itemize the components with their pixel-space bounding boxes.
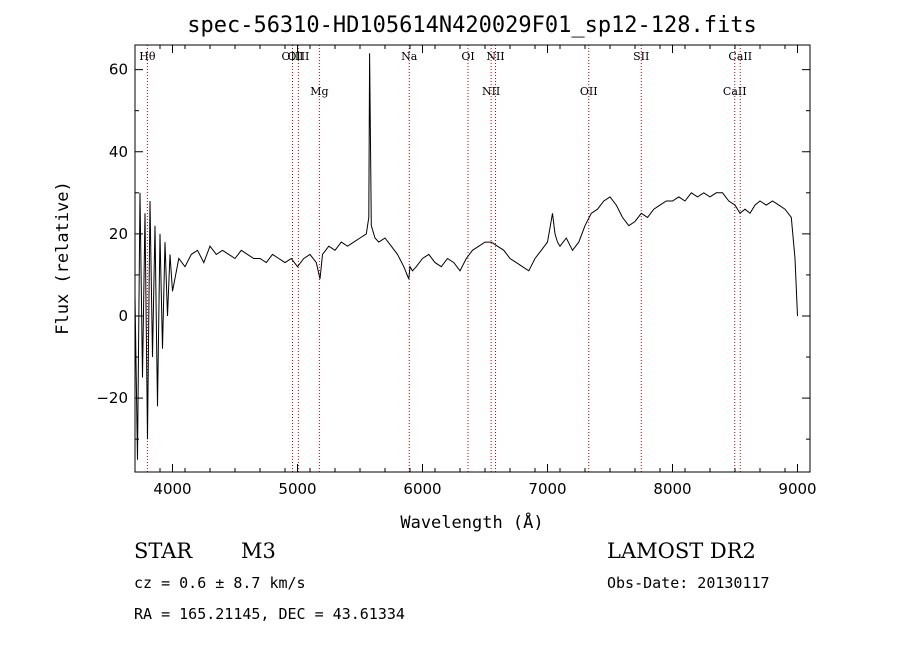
- spectrum-series-line: [134, 53, 798, 460]
- marker-label: NII: [486, 50, 504, 63]
- marker-label: OII: [580, 85, 598, 98]
- x-tick-label: 7000: [528, 480, 566, 498]
- marker-label: Hθ: [139, 50, 156, 63]
- marker-label: SII: [633, 50, 649, 63]
- y-tick-label: −20: [96, 389, 128, 407]
- x-tick-label: 6000: [403, 480, 441, 498]
- marker-label: Mg: [310, 85, 328, 98]
- coordinates: RA = 165.21145, DEC = 43.61334: [134, 605, 405, 623]
- x-axis-label: Wavelength (Å): [400, 511, 543, 533]
- y-tick-label: 0: [118, 307, 128, 325]
- spectral-line-markers: [146, 45, 741, 472]
- marker-label: OIII: [287, 50, 309, 63]
- x-axis-ticks: 4000 5000 6000 7000 8000 9000: [134, 45, 817, 498]
- marker-label: Na: [401, 50, 418, 63]
- marker-label: CaII: [728, 50, 752, 63]
- x-tick-label: 8000: [653, 480, 691, 498]
- marker-label: OI: [461, 50, 474, 63]
- x-tick-label: 4000: [153, 480, 191, 498]
- observation-date: Obs-Date: 20130117: [607, 574, 770, 592]
- y-tick-label: 20: [109, 225, 128, 243]
- x-tick-label: 9000: [778, 480, 816, 498]
- plot-frame: [134, 44, 811, 473]
- redshift-value: cz = 0.6 ± 8.7 km/s: [134, 574, 306, 592]
- marker-label: OIII: [281, 50, 303, 63]
- chart-title: spec-56310-HD105614N420029F01_sp12-128.f…: [187, 13, 757, 38]
- y-axis-ticks: −20 0 20 40 60: [96, 61, 810, 440]
- marker-label: NII: [482, 85, 500, 98]
- object-subclass: M3: [241, 539, 276, 563]
- y-tick-label: 60: [109, 61, 128, 79]
- y-axis-label: Flux (relative): [53, 181, 73, 335]
- survey-name: LAMOST DR2: [607, 539, 756, 563]
- x-tick-label: 5000: [278, 480, 316, 498]
- object-class: STAR: [134, 539, 193, 563]
- y-tick-label: 40: [109, 143, 128, 161]
- marker-label: CaII: [723, 85, 747, 98]
